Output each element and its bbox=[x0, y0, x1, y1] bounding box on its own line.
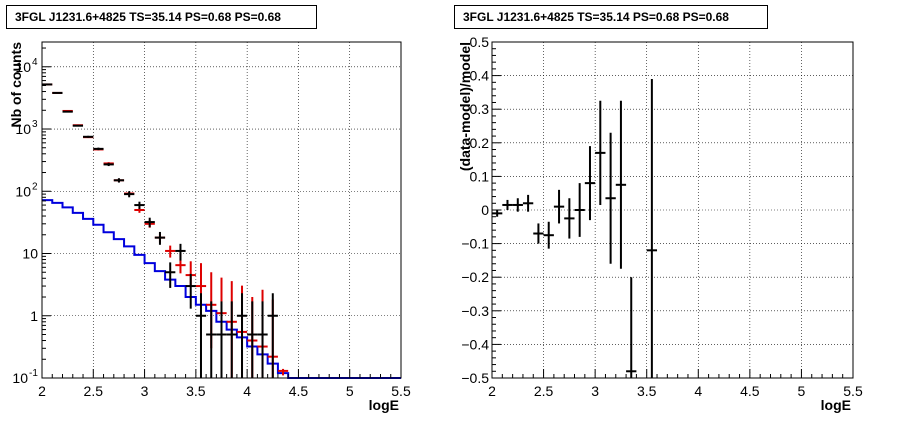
left-data-point bbox=[113, 178, 125, 183]
right-residual-point bbox=[564, 198, 575, 239]
left-data-point bbox=[124, 191, 135, 198]
right-residual-point bbox=[605, 132, 616, 264]
left-y-tick-label: 10 bbox=[22, 246, 38, 262]
left-data-point bbox=[267, 293, 278, 378]
left-x-tick-label: 5 bbox=[346, 383, 354, 399]
right-y-tick-label: 0.2 bbox=[470, 135, 490, 151]
left-model-point bbox=[165, 245, 176, 258]
right-residual-point bbox=[553, 189, 565, 224]
right-residual-point bbox=[595, 100, 606, 205]
right-x-tick-label: 4.5 bbox=[740, 383, 760, 399]
right-y-axis-label: (data-model)/model bbox=[457, 42, 473, 171]
left-y-tick-label: 10 bbox=[15, 121, 31, 137]
left-x-tick-label: 3 bbox=[141, 383, 149, 399]
right-x-axis-label: logE bbox=[821, 397, 851, 413]
left-x-tick-label: 2 bbox=[38, 383, 46, 399]
right-x-tick-label: 2.5 bbox=[534, 383, 554, 399]
left-data-point bbox=[134, 201, 145, 209]
right-residual-point bbox=[512, 198, 523, 212]
left-x-axis-label: logE bbox=[369, 397, 399, 413]
left-data-point bbox=[257, 301, 268, 378]
right-x-tick-label: 2 bbox=[488, 383, 496, 399]
left-plot-title: 3FGL J1231.6+4825 TS=35.14 PS=0.68 PS=0.… bbox=[6, 5, 317, 29]
left-data-point bbox=[195, 293, 207, 378]
left-y-tick-exponent: 2 bbox=[32, 181, 38, 192]
right-x-tick-label: 5.5 bbox=[843, 383, 863, 399]
right-residual-point bbox=[543, 221, 554, 249]
right-residual-point bbox=[615, 100, 627, 269]
left-data-point bbox=[103, 162, 114, 167]
left-y-tick-label: 10 bbox=[15, 59, 31, 75]
left-x-tick-label: 3.5 bbox=[186, 383, 206, 399]
right-grid bbox=[492, 42, 853, 378]
left-y-axis-label: Nb of counts bbox=[8, 42, 24, 128]
left-y-tick-exponent: 3 bbox=[32, 119, 38, 130]
right-x-tick-label: 3.5 bbox=[637, 383, 657, 399]
right-axis-ticks bbox=[491, 41, 854, 379]
left-data-point bbox=[165, 262, 176, 288]
left-axis-ticks bbox=[41, 47, 402, 379]
left-y-tick-exponent: 4 bbox=[32, 57, 38, 68]
right-x-tick-label: 5 bbox=[798, 383, 806, 399]
right-y-tick-label: 0 bbox=[481, 202, 489, 218]
left-data-point bbox=[175, 243, 186, 261]
right-plot: 2 2.5 3 3.5 4 4.5 5 5.5 −0.5 −0.4 −0.3 −0.2 −0.1 0 0.… bbox=[457, 34, 863, 413]
right-residual-point bbox=[646, 78, 658, 378]
left-data-point bbox=[93, 147, 104, 151]
right-residual-point bbox=[492, 210, 503, 217]
left-data-point bbox=[72, 124, 84, 127]
left-x-tick-label: 2.5 bbox=[84, 383, 104, 399]
left-data-point bbox=[83, 135, 94, 138]
left-data-point bbox=[154, 231, 166, 245]
right-residual-series bbox=[492, 78, 658, 378]
left-model-point bbox=[277, 368, 289, 376]
right-residual-point bbox=[502, 199, 513, 210]
right-x-tick-labels: 2 2.5 3 3.5 4 4.5 5 5.5 bbox=[488, 383, 863, 399]
left-y-tick-label: 10 bbox=[12, 370, 28, 386]
right-y-tick-label: 0.5 bbox=[470, 34, 490, 50]
right-y-tick-label: 0.3 bbox=[470, 101, 490, 117]
right-y-tick-label: −0.1 bbox=[461, 236, 489, 252]
right-x-tick-label: 4 bbox=[694, 383, 702, 399]
right-y-tick-label: 0.4 bbox=[470, 68, 490, 84]
left-data-point bbox=[144, 217, 155, 228]
left-data-point bbox=[42, 83, 53, 86]
right-y-tick-label: 0.1 bbox=[470, 168, 490, 184]
left-data-point bbox=[62, 110, 73, 113]
left-x-tick-label: 5.5 bbox=[391, 383, 411, 399]
right-residual-point bbox=[533, 223, 544, 244]
left-y-tick-label: 10 bbox=[15, 183, 31, 199]
left-y-tick-exponent: -1 bbox=[29, 368, 38, 379]
left-data-point bbox=[247, 301, 258, 378]
right-y-tick-label: −0.2 bbox=[461, 269, 489, 285]
right-y-tick-labels: −0.5 −0.4 −0.3 −0.2 −0.1 0 0.1 0.2 0.3 0.4 0.5 bbox=[461, 34, 489, 386]
left-y-tick-label: 1 bbox=[30, 308, 38, 324]
left-data-point bbox=[206, 301, 217, 378]
right-y-tick-label: −0.4 bbox=[461, 336, 489, 352]
left-x-tick-label: 4.5 bbox=[289, 383, 309, 399]
right-residual-point bbox=[626, 277, 637, 378]
right-y-tick-label: −0.3 bbox=[461, 303, 489, 319]
right-y-tick-label: −0.5 bbox=[461, 370, 489, 386]
left-data-point bbox=[185, 273, 196, 309]
right-residual-point bbox=[522, 194, 534, 212]
left-data-point bbox=[52, 91, 63, 94]
left-data-series bbox=[42, 83, 278, 378]
left-data-point bbox=[236, 293, 248, 378]
left-data-point bbox=[226, 301, 237, 378]
right-x-tick-label: 3 bbox=[591, 383, 599, 399]
left-x-tick-label: 4 bbox=[243, 383, 251, 399]
left-data-point bbox=[216, 301, 227, 378]
right-residual-point bbox=[574, 183, 585, 237]
left-x-tick-labels: 2 2.5 3 3.5 4 4.5 5 5.5 bbox=[38, 383, 411, 399]
right-plot-title: 3FGL J1231.6+4825 TS=35.14 PS=0.68 PS=0.… bbox=[454, 5, 768, 29]
right-residual-point bbox=[584, 146, 596, 221]
